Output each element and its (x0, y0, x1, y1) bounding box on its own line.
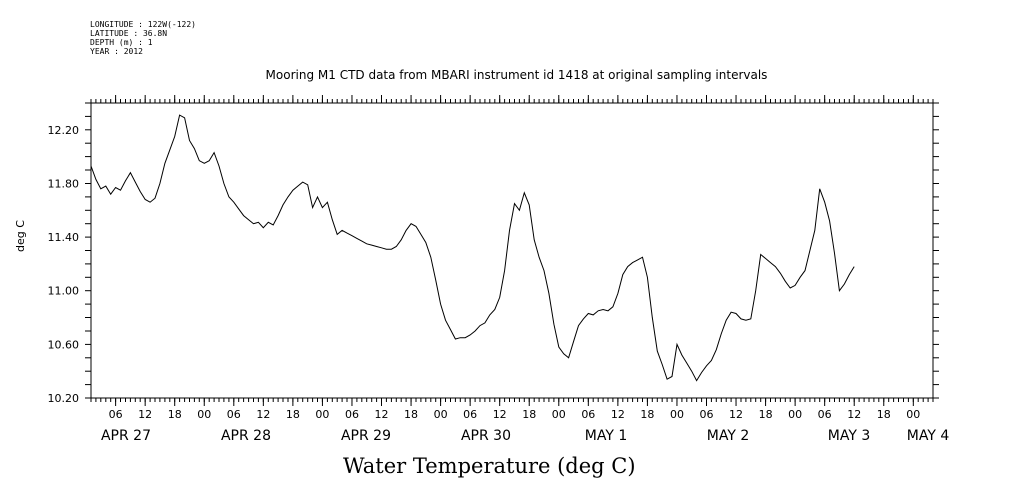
x-hour-tick-label: 00 (315, 408, 329, 421)
x-day-label: APR 30 (461, 428, 511, 444)
x-hour-tick-label: 12 (493, 408, 507, 421)
x-hour-tick-label: 06 (345, 408, 359, 421)
x-day-label: MAY 1 (585, 428, 627, 444)
y-tick-label: 10.20 (48, 392, 80, 405)
x-hour-tick-label: 06 (227, 408, 241, 421)
meta-longitude: LONGITUDE : 122W(-122) (90, 20, 196, 29)
temperature-series-line (90, 114, 855, 382)
plot-frame (90, 102, 934, 399)
x-hour-tick-label: 00 (197, 408, 211, 421)
y-tick-label: 11.00 (48, 285, 80, 298)
x-hour-tick-label: 12 (256, 408, 270, 421)
chart-title: Mooring M1 CTD data from MBARI instrumen… (265, 68, 768, 82)
x-day-label: MAY 4 (907, 428, 950, 444)
axis-ticks (85, 95, 939, 406)
x-day-label: APR 29 (341, 428, 391, 444)
x-hour-tick-label: 00 (670, 408, 684, 421)
x-hour-tick-label: 18 (640, 408, 654, 421)
y-tick-label: 11.80 (48, 177, 80, 190)
x-hour-tick-label: 06 (699, 408, 713, 421)
chart-subtitle: Water Temperature (deg C) (343, 454, 636, 478)
x-hour-tick-label: 18 (759, 408, 773, 421)
x-hour-tick-label: 00 (552, 408, 566, 421)
x-hour-tick-label: 12 (729, 408, 743, 421)
x-hour-tick-label: 12 (375, 408, 389, 421)
meta-latitude: LATITUDE : 36.8N (90, 29, 168, 38)
x-day-label: MAY 2 (707, 428, 749, 444)
x-hour-tick-label: 06 (581, 408, 595, 421)
x-hour-tick-label: 18 (286, 408, 300, 421)
axis-tick-labels: 06 12 18 00 06 12 18 00 06 12 18 00 06 12 18 00 06 12 18 00… (48, 124, 950, 444)
meta-depth: DEPTH (m) : 1 (90, 38, 153, 47)
x-hour-tick-label: 18 (877, 408, 891, 421)
x-hour-tick-label: 12 (138, 408, 152, 421)
x-day-label: MAY 3 (828, 428, 870, 444)
x-hour-tick-label: 18 (404, 408, 418, 421)
x-hour-tick-label: 06 (463, 408, 477, 421)
x-hour-tick-label: 06 (109, 408, 123, 421)
x-day-label: APR 28 (221, 428, 271, 444)
x-hour-tick-label: 12 (611, 408, 625, 421)
x-hour-tick-label: 06 (818, 408, 832, 421)
x-hour-tick-label: 18 (522, 408, 536, 421)
y-tick-label: 10.60 (48, 338, 80, 351)
x-hour-tick-label: 00 (434, 408, 448, 421)
y-tick-label: 12.20 (48, 124, 80, 137)
x-hour-tick-label: 00 (788, 408, 802, 421)
x-day-label: APR 27 (101, 428, 151, 444)
dataset-metadata: LONGITUDE : 122W(-122) LATITUDE : 36.8N DE… (90, 20, 196, 56)
y-tick-label: 11.40 (48, 231, 80, 244)
x-hour-tick-label: 18 (168, 408, 182, 421)
series-group (90, 114, 855, 382)
x-hour-tick-label: 12 (847, 408, 861, 421)
x-hour-tick-label: 00 (906, 408, 920, 421)
meta-year: YEAR : 2012 (90, 47, 143, 56)
